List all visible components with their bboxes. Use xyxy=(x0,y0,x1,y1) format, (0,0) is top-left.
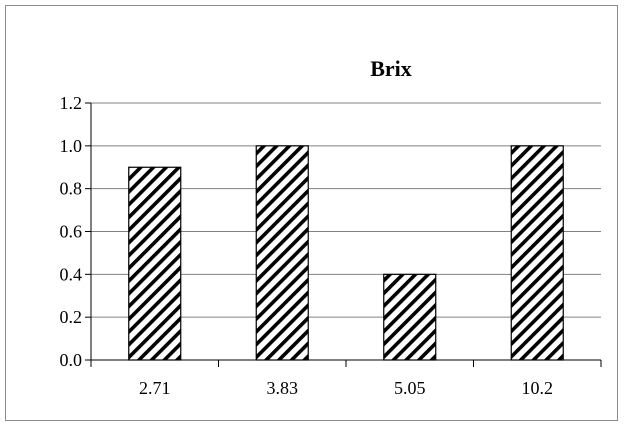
bar xyxy=(510,145,564,361)
bar xyxy=(255,145,309,361)
y-tick-label: 0.2 xyxy=(60,307,83,327)
x-tick-labels: 2.71 3.83 5.05 10.2 xyxy=(139,378,553,398)
x-tick-label: 5.05 xyxy=(394,378,426,398)
y-tick-label: 1.2 xyxy=(60,93,83,113)
y-tick-label: 0.8 xyxy=(60,179,83,199)
y-tick-label: 1.0 xyxy=(60,136,83,156)
y-tick-labels: 0.0 0.2 0.4 0.6 0.8 1.0 1.2 xyxy=(60,93,83,370)
y-tick-label: 0.6 xyxy=(60,222,83,242)
bars xyxy=(128,145,564,361)
bar xyxy=(128,166,182,361)
x-tick-label: 10.2 xyxy=(522,378,554,398)
axes xyxy=(85,102,602,367)
chart-title: Brix xyxy=(370,56,412,81)
x-tick-label: 2.71 xyxy=(139,378,171,398)
y-tick-label: 0.0 xyxy=(60,350,83,370)
bar xyxy=(383,273,437,361)
x-tick-label: 3.83 xyxy=(267,378,299,398)
y-tick-label: 0.4 xyxy=(60,264,83,284)
